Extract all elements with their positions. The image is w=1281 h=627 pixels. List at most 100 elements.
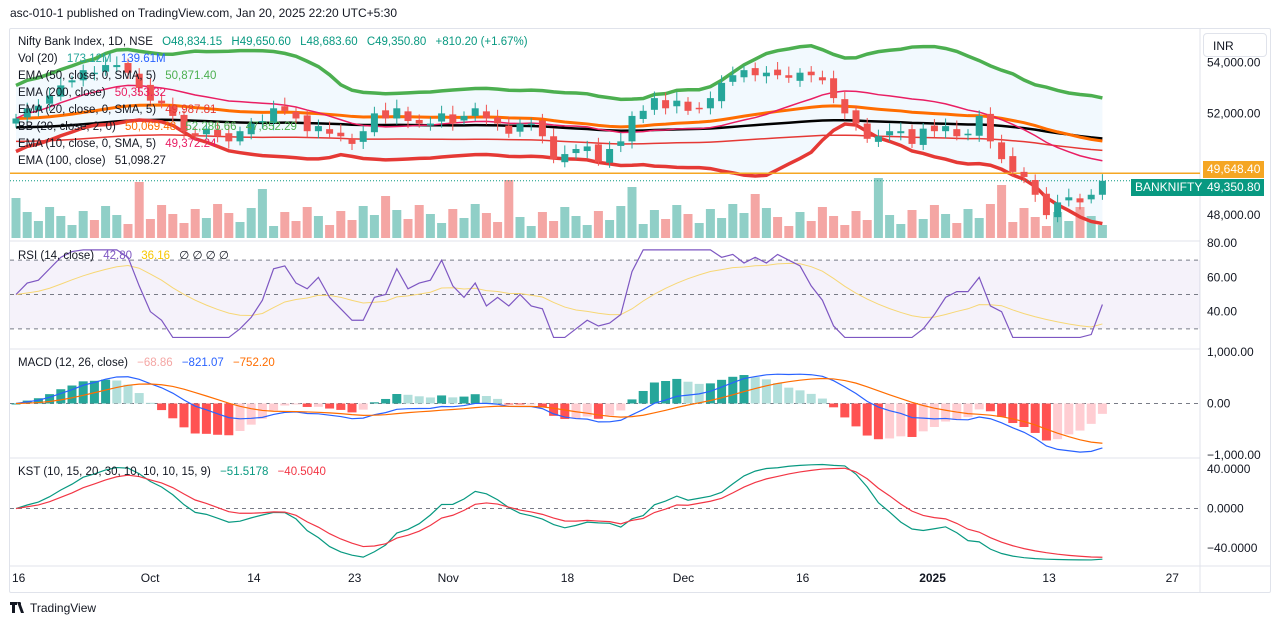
volume-bar (515, 217, 525, 238)
volume-bar (795, 212, 805, 238)
candle-body (202, 128, 210, 135)
candle-body (382, 110, 390, 119)
candle-body (975, 115, 983, 136)
legend-vol-name: Vol (20) (18, 53, 58, 65)
candle-body (628, 115, 636, 142)
legend-ema50: EMA (50, close, 0, SMA, 5) 50,871.40 (18, 70, 222, 82)
candle-body (561, 154, 569, 163)
kst-line (15, 463, 1103, 561)
macd-histogram-bar (1097, 403, 1107, 414)
legend-ema20-name: EMA (20, close, 0, SMA, 5) (18, 104, 157, 116)
candle-body (135, 73, 143, 88)
volume-bar (201, 218, 211, 238)
volume-bar (269, 226, 279, 238)
volume-bar (952, 223, 962, 238)
macd-histogram-bar (190, 403, 200, 434)
candle-body (1020, 171, 1028, 177)
candle-body (225, 133, 233, 142)
price-axis-tick: 48,000.00 (1207, 208, 1261, 222)
volume-bar (582, 225, 592, 238)
macd-histogram-bar (761, 379, 771, 404)
volume-bar (1086, 216, 1096, 238)
macd-histogram-bar (605, 403, 615, 416)
macd-histogram-bar (224, 403, 234, 436)
macd-histogram-bar (1064, 403, 1074, 435)
candle-body (538, 120, 546, 137)
volume-bar (638, 224, 648, 238)
legend-macd-v2: −821.07 (181, 357, 224, 369)
candle-body (303, 115, 311, 132)
macd-histogram-bar (873, 403, 883, 440)
volume-bar (179, 223, 189, 238)
volume-bar (1097, 225, 1107, 238)
legend-rsi-v1: 42.80 (103, 250, 133, 262)
candle-body (550, 136, 558, 160)
macd-histogram-bar (347, 403, 357, 413)
candle-body (897, 131, 905, 134)
rsi-axis-tick: 60.00 (1207, 270, 1237, 284)
volume-bar (1019, 208, 1029, 238)
macd-histogram-bar (728, 376, 738, 404)
macd-histogram-bar (291, 403, 301, 405)
legend-ema20-value: 49,987.81 (165, 104, 217, 116)
candle-body (1076, 198, 1084, 203)
x-axis-tick: 23 (348, 571, 362, 585)
volume-bar (661, 219, 671, 238)
volume-bar (347, 220, 357, 238)
candle-body (729, 75, 737, 82)
legend-rsi: RSI (14, close) 42.80 36.16 ∅ ∅ ∅ ∅ (18, 248, 235, 262)
x-axis-tick: 14 (247, 571, 261, 585)
macd-histogram-bar (1086, 403, 1096, 424)
macd-histogram-bar (403, 394, 413, 404)
price-axis-tick: 54,000.00 (1207, 56, 1261, 70)
macd-histogram-bar (985, 403, 995, 412)
candle-body (158, 100, 166, 104)
macd-histogram-bar (683, 381, 693, 404)
candle-body (90, 72, 98, 75)
macd-axis-tick: −1,000.00 (1207, 448, 1261, 462)
macd-histogram-bar (851, 403, 861, 427)
volume-bar (571, 216, 581, 238)
candle-body (516, 123, 524, 132)
macd-histogram-bar (829, 403, 839, 408)
candle-body (494, 117, 502, 124)
volume-bar (963, 209, 973, 238)
macd-histogram-bar (414, 396, 424, 404)
x-axis-tick: 16 (796, 571, 810, 585)
volume-bar (112, 215, 122, 238)
macd-histogram-bar (448, 397, 458, 404)
candle-body (482, 111, 490, 119)
macd-histogram-bar (750, 377, 760, 404)
footer-brand[interactable]: TradingView (10, 601, 96, 615)
volume-bar (672, 205, 682, 238)
macd-histogram-bar (526, 403, 536, 405)
x-axis-tick: Nov (438, 571, 459, 585)
candle-body (505, 125, 513, 134)
volume-bar (929, 205, 939, 238)
macd-signal-line (15, 377, 1103, 444)
x-axis-tick: 18 (561, 571, 575, 585)
publish-info: asc-010-1 published on TradingView.com, … (10, 6, 398, 20)
candle-body (606, 148, 614, 163)
candle-body (79, 70, 87, 81)
macd-histogram-bar (537, 403, 547, 408)
candle-body (919, 128, 927, 145)
candle-body (460, 115, 468, 121)
candle-body (471, 108, 479, 116)
volume-bar (425, 214, 435, 238)
candle-body (639, 110, 647, 119)
candle-body (180, 114, 188, 132)
candle-body (1031, 180, 1039, 195)
candle-body (572, 148, 580, 154)
currency-button[interactable]: INR (1203, 33, 1267, 57)
volume-bar (1053, 212, 1063, 238)
volume-bar (1041, 226, 1051, 238)
macd-histogram-bar (549, 403, 559, 416)
rsi-ma-line (15, 262, 1103, 328)
volume-bar (840, 225, 850, 238)
macd-histogram-bar (649, 382, 659, 404)
volume-bar (526, 226, 536, 238)
macd-histogram-bar (179, 403, 189, 428)
volume-bar (829, 216, 839, 238)
